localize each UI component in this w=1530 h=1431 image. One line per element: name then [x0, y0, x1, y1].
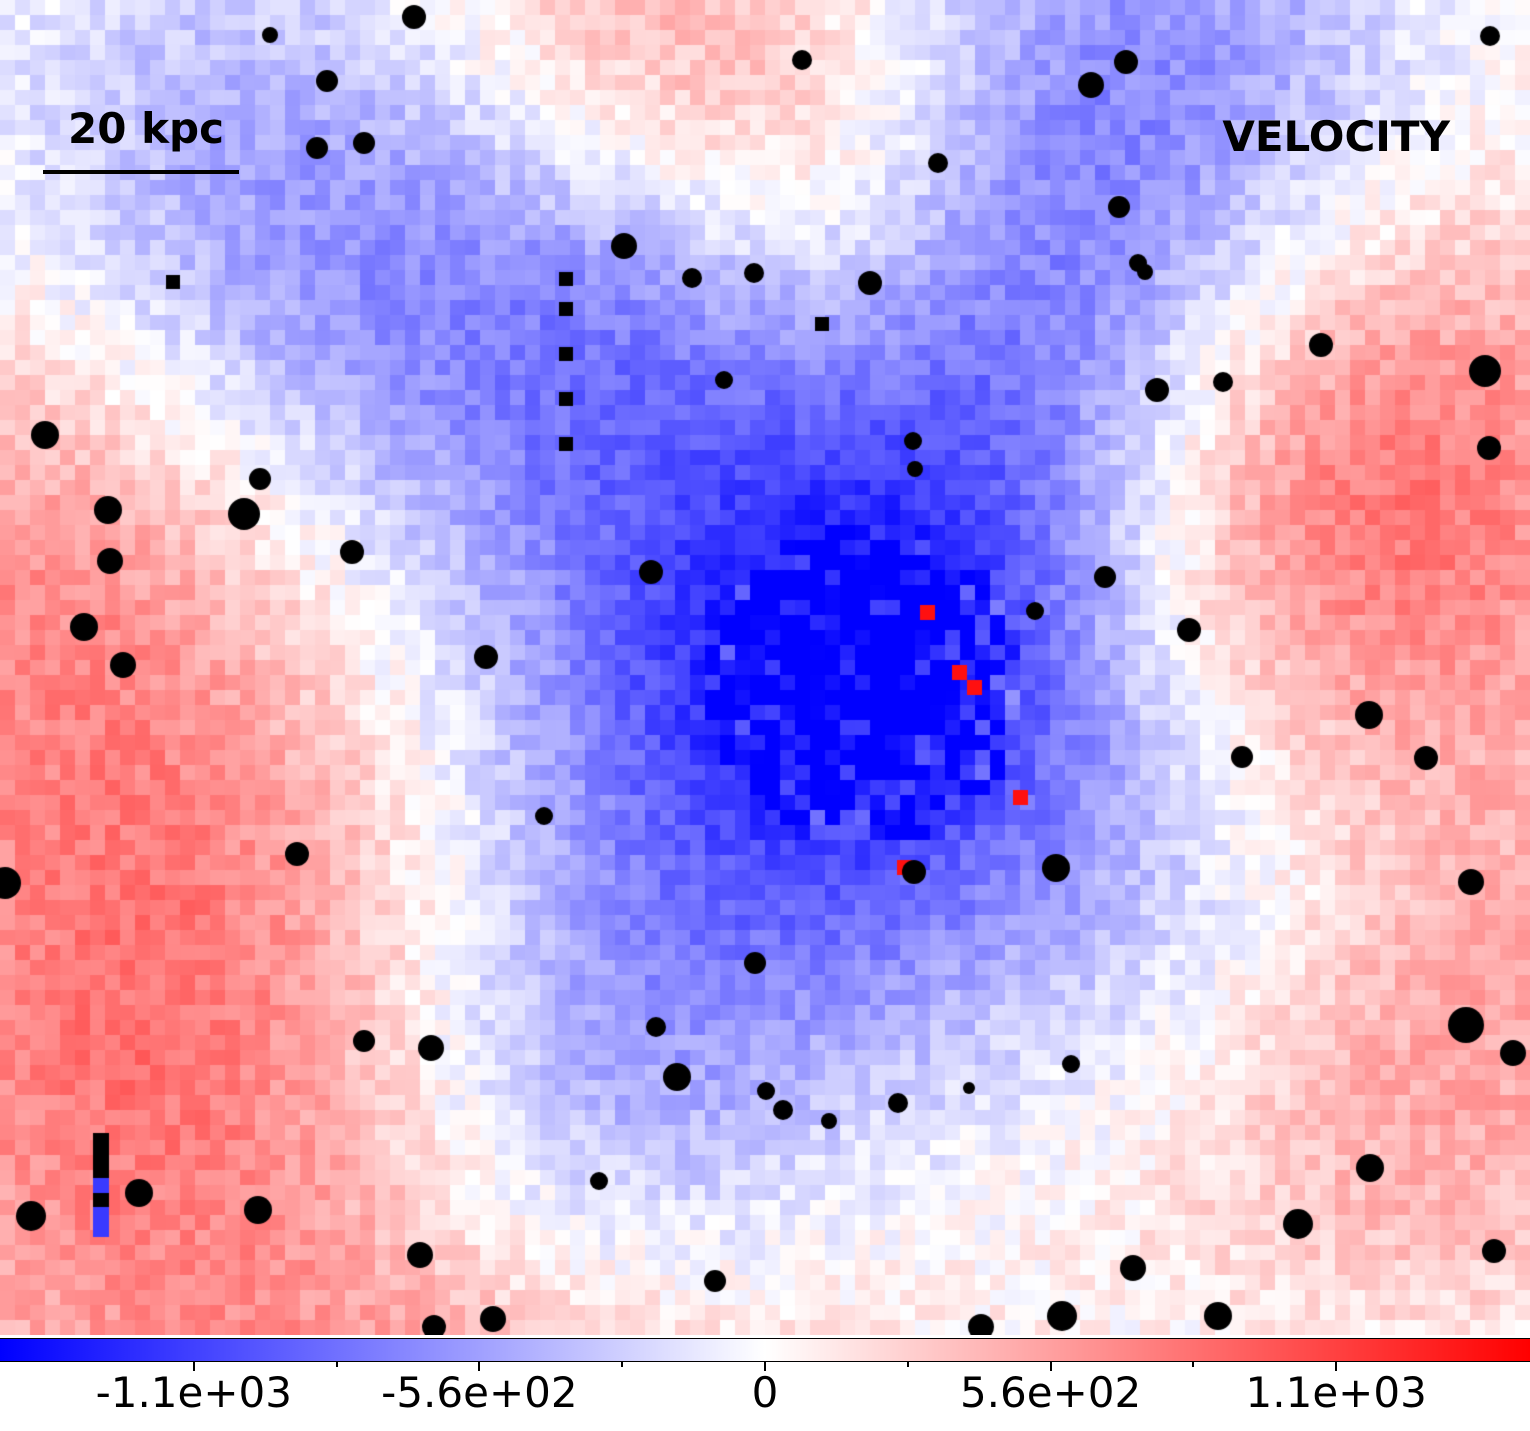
colorbar: [0, 1338, 1530, 1362]
colorbar-major-tick: [1335, 1361, 1338, 1371]
scale-bar-label: 20 kpc: [68, 104, 224, 153]
colorbar-major-tick: [192, 1361, 195, 1371]
colorbar-tick-label: -1.1e+03: [95, 1368, 293, 1417]
colorbar-minor-tick: [335, 1361, 338, 1367]
velocity-map-image: [0, 0, 1530, 1335]
colorbar-minor-tick: [621, 1361, 624, 1367]
colorbar-major-tick: [478, 1361, 481, 1371]
colorbar-tick-label: 5.6e+02: [959, 1368, 1142, 1417]
colorbar-major-tick: [764, 1361, 766, 1371]
colorbar-major-tick: [1049, 1361, 1052, 1371]
scale-bar-line: [43, 170, 239, 174]
colorbar-tick-label: -5.6e+02: [381, 1368, 578, 1417]
colorbar-minor-tick: [906, 1361, 909, 1367]
colorbar-tick-label: 0: [751, 1368, 779, 1417]
colorbar-minor-tick: [1192, 1361, 1195, 1367]
quantity-label: VELOCITY: [1222, 112, 1450, 161]
colorbar-tick-label: 1.1e+03: [1245, 1368, 1427, 1417]
